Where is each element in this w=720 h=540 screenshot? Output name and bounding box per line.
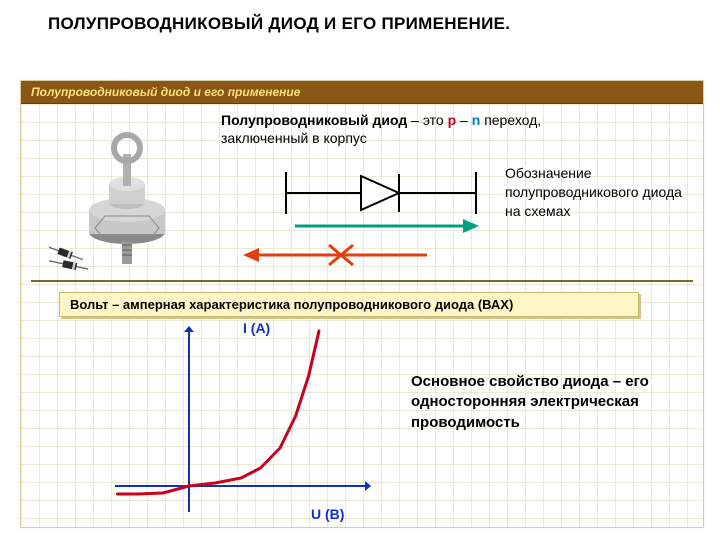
page-root: ПОЛУПРОВОДНИКОВЫЙ ДИОД И ЕГО ПРИМЕНЕНИЕ.… xyxy=(0,0,720,540)
diode-photo xyxy=(49,132,199,272)
definition-p: p xyxy=(448,112,457,128)
definition-dash: – это xyxy=(411,112,447,128)
vac-title: Вольт – амперная характеристика полупров… xyxy=(59,292,639,317)
content-panel: Полупроводниковый диод и его применение … xyxy=(20,80,704,528)
chart-x-axis-label: U (B) xyxy=(311,506,344,522)
definition-n: n xyxy=(472,112,481,128)
definition-sub: заключенный в корпус xyxy=(221,130,367,146)
section-divider xyxy=(31,280,693,282)
definition-tail: переход, xyxy=(484,112,541,128)
definition-line: Полупроводниковый диод – это p – n перех… xyxy=(221,112,541,128)
definition-mid: – xyxy=(460,112,472,128)
page-title: ПОЛУПРОВОДНИКОВЫЙ ДИОД И ЕГО ПРИМЕНЕНИЕ. xyxy=(0,0,720,40)
panel-header: Полупроводниковый диод и его применение xyxy=(21,81,703,104)
symbol-label: Обозначение полупроводникового диода на … xyxy=(505,164,685,221)
chart-description: Основное свойство диода – его односторон… xyxy=(411,372,691,433)
iv-chart xyxy=(111,326,371,516)
reverse-blocked-arrow-icon xyxy=(241,244,431,266)
definition-lead: Полупроводниковый диод xyxy=(221,112,407,128)
panel-body: Полупроводниковый диод – это p – n перех… xyxy=(21,104,703,528)
forward-arrow-icon xyxy=(291,216,481,236)
